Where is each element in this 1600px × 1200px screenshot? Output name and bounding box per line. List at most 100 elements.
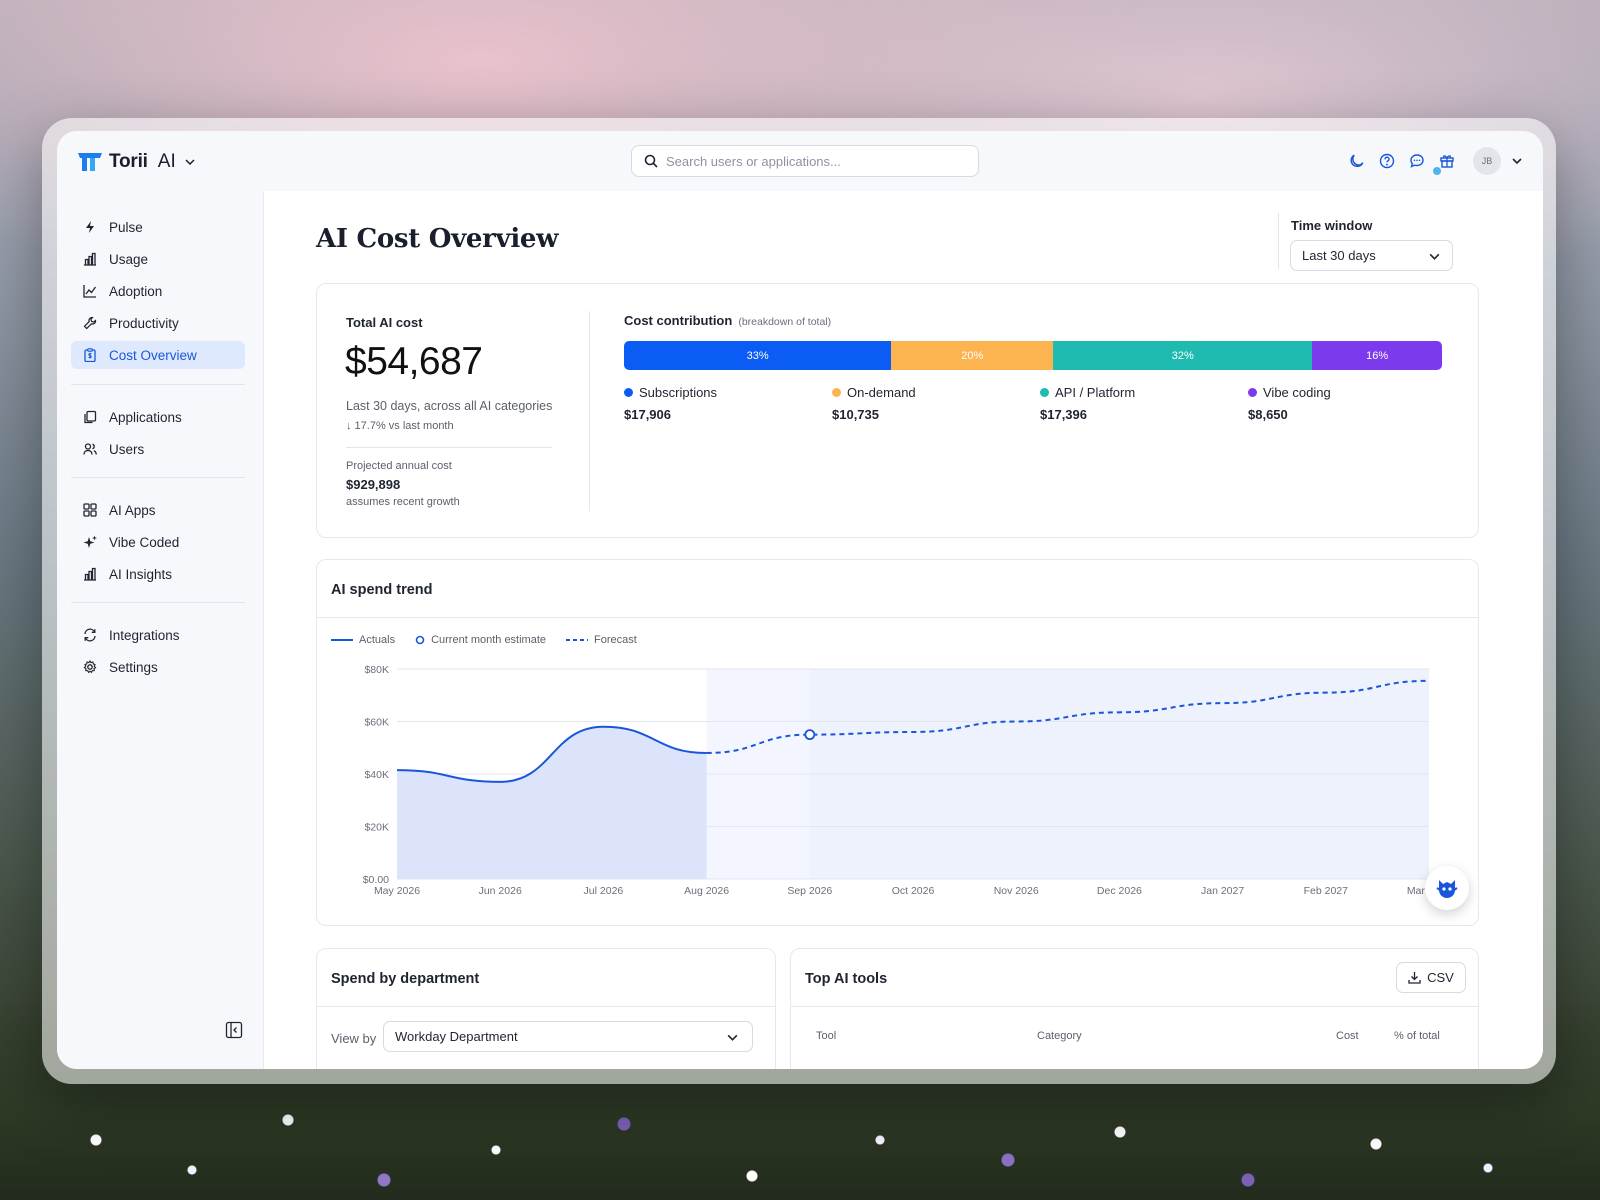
legend-label: Actuals [359,634,396,646]
sidebar-divider [71,384,245,385]
whats-new-button[interactable] [1433,151,1457,175]
segment-api-platform[interactable]: 32% [1053,341,1313,370]
x-tick-label: May 2026 [374,885,420,897]
legend-value: $10,735 [832,407,879,422]
divider [589,311,590,511]
cost-summary-card: Total AI cost $54,687 Last 30 days, acro… [316,283,1479,538]
sidebar-item-users[interactable]: Users [71,435,245,463]
legend-forecast[interactable]: Forecast [566,634,637,646]
legend-on-demand: On-demand $10,735 [832,385,916,422]
legend-dot [624,388,633,397]
grid-icon [83,503,97,517]
sidebar-item-label: Integrations [109,627,180,643]
total-cost-label: Total AI cost [346,315,423,330]
dashed-line-icon [566,639,589,641]
total-cost-value: $54,687 [345,340,483,383]
legend-actuals[interactable]: Actuals [331,634,395,646]
refresh-icon [84,628,96,642]
cost-contribution-bar: 33% 20% 32% 16% [624,341,1442,370]
sidebar-item-integrations[interactable]: Integrations [71,621,245,649]
sidebar-item-vibe-coded[interactable]: Vibe Coded [71,528,245,556]
x-tick-label: Sep 2026 [787,885,832,897]
sidebar: Pulse Usage Adoption Productivity Cost O… [57,191,264,1069]
cost-contribution-title: Cost contribution (breakdown of total) [624,313,831,328]
x-tick-label: Jul 2026 [584,885,624,897]
department-title: Spend by department [331,971,480,987]
assistant-button[interactable] [1425,866,1469,910]
sidebar-item-usage[interactable]: Usage [71,245,245,273]
view-by-value: Workday Department [395,1029,518,1044]
sidebar-divider [71,477,245,478]
x-tick-label: Jan 2027 [1201,885,1244,897]
legend-estimate[interactable]: Current month estimate [415,634,546,646]
wrench-icon [83,316,97,330]
assistant-mascot-icon [1436,880,1458,898]
cost-contribution-heading: Cost contribution [624,313,733,328]
moon-icon [1350,154,1364,168]
time-window-select[interactable]: Last 30 days [1290,240,1453,271]
help-icon [1379,153,1395,169]
clipboard-dollar-icon [84,348,96,362]
segment-vibe-coding[interactable]: 16% [1312,341,1442,370]
sidebar-item-ai-insights[interactable]: AI Insights [71,560,245,588]
sidebar-item-applications[interactable]: Applications [71,403,245,431]
time-window: Time window Last 30 days [1278,213,1460,271]
chart-legend: Actuals Current month estimate Forecast [331,634,637,646]
sidebar-item-pulse[interactable]: Pulse [71,213,245,241]
help-button[interactable] [1377,151,1397,171]
segment-subscriptions[interactable]: 33% [624,341,892,370]
sidebar-item-productivity[interactable]: Productivity [71,309,245,337]
csv-export-button[interactable]: CSV [1396,962,1466,993]
header-actions: JB [1347,147,1523,175]
sidebar-item-label: Applications [109,409,182,425]
avatar[interactable]: JB [1473,147,1501,175]
circle-marker-icon [415,635,425,645]
y-tick-label: $80K [364,664,389,676]
view-by-select[interactable]: Workday Department [383,1021,753,1052]
divider [346,447,552,448]
line-chart-icon [83,285,97,298]
spend-trend-title: AI spend trend [331,582,433,598]
csv-label: CSV [1427,970,1454,985]
legend-value: $8,650 [1248,407,1288,422]
sidebar-item-label: Settings [109,659,158,675]
x-tick-label: Aug 2026 [684,885,729,897]
spend-by-department-card: Spend by department View by Workday Depa… [316,948,776,1069]
sidebar-divider [71,602,245,603]
spend-trend-card: AI spend trend Actuals Current month est… [316,559,1479,926]
search-input[interactable] [666,153,956,169]
bar-chart-icon [84,567,96,581]
sidebar-item-adoption[interactable]: Adoption [71,277,245,305]
column-header-cost[interactable]: Cost [1336,1030,1359,1042]
chat-button[interactable] [1407,151,1427,171]
solid-line-icon [331,639,353,641]
sidebar-item-cost-overview[interactable]: Cost Overview [71,341,245,369]
sidebar-item-label: Vibe Coded [109,534,180,550]
column-header-tool[interactable]: Tool [816,1030,837,1042]
card-header: Spend by department [317,949,775,1007]
segment-on-demand[interactable]: 20% [891,341,1054,370]
card-header: Top AI tools CSV [791,949,1478,1007]
view-by-label: View by [331,1031,377,1046]
x-tick-label: Oct 2026 [892,885,935,897]
column-header-percent[interactable]: % of total [1394,1030,1440,1042]
legend-dot [832,388,841,397]
projected-cost-note: assumes recent growth [346,496,460,508]
column-header-category[interactable]: Category [1037,1030,1082,1042]
legend-dot [1248,388,1257,397]
collapse-sidebar-icon[interactable] [225,1021,243,1039]
brand-switcher[interactable]: Torii AI [77,151,196,173]
legend-vibe-coding: Vibe coding $8,650 [1248,385,1331,422]
sidebar-item-settings[interactable]: Settings [71,653,245,681]
x-tick-label: Feb 2027 [1304,885,1349,897]
app-window: Torii AI [57,131,1543,1069]
users-icon [83,443,97,455]
page-title: AI Cost Overview [316,224,559,254]
chevron-down-icon[interactable] [1511,155,1523,167]
card-header: AI spend trend [317,560,1478,618]
sidebar-item-ai-apps[interactable]: AI Apps [71,496,245,524]
sidebar-item-label: Pulse [109,219,143,235]
sidebar-item-label: AI Apps [109,502,156,518]
bar-chart-icon [84,252,96,266]
dark-mode-button[interactable] [1347,151,1367,171]
